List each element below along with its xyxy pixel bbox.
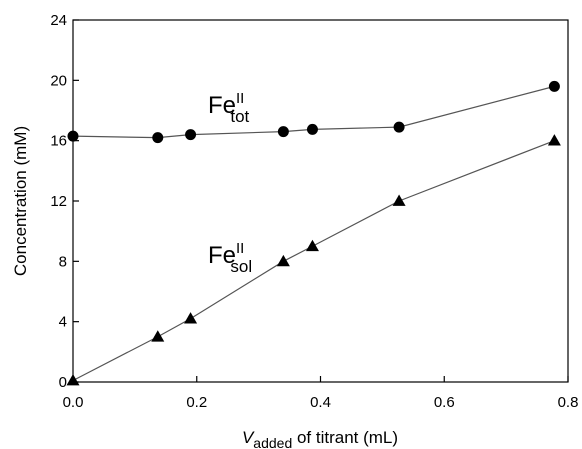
x-tick-label: 0.0 [63, 394, 84, 411]
x-axis-label-main: V [242, 428, 255, 447]
y-tick-label: 12 [50, 193, 67, 210]
x-tick-label: 0.6 [434, 394, 455, 411]
y-tick-label: 16 [50, 133, 67, 150]
series-label-fe-tot-sup: II [236, 90, 244, 107]
data-point-fe-sol [184, 312, 198, 324]
x-tick-label: 0.2 [186, 394, 207, 411]
data-point-fe-tot [277, 126, 289, 138]
y-tick-label: 24 [50, 12, 67, 29]
series-line-fe-sol [72, 140, 555, 382]
x-axis-label: Vadded of titrant (mL) [242, 428, 398, 449]
y-tick-label: 20 [50, 72, 67, 89]
series-label-fe-sol-sub: sol [230, 257, 252, 276]
x-axis-label-rest: of titrant (mL) [292, 428, 398, 447]
data-point-fe-tot [67, 130, 79, 142]
data-point-fe-tot [185, 129, 197, 141]
data-point-fe-sol [276, 254, 290, 267]
x-axis-label-sub: added [253, 435, 292, 449]
series-label-fe-tot-sub: tot [230, 107, 249, 126]
series-layer [66, 80, 561, 386]
y-axis-label: Concentration (mM) [11, 126, 30, 276]
data-point-fe-sol [547, 134, 561, 146]
y-tick-label: 8 [59, 253, 67, 270]
data-point-fe-tot [152, 132, 164, 144]
y-axis-ticks: 0 4 8 12 16 20 24 [50, 12, 79, 391]
plot-frame [72, 19, 569, 383]
series-label-fe-tot: FeII tot [208, 90, 250, 126]
y-tick-label: 0 [59, 374, 67, 391]
data-point-fe-sol [305, 239, 319, 252]
y-tick-label: 4 [59, 314, 67, 331]
data-point-fe-tot [548, 80, 560, 92]
x-tick-label: 0.4 [310, 394, 331, 411]
series-label-fe-sol: FeII sol [208, 240, 252, 276]
series-label-fe-sol-sup: II [236, 240, 244, 257]
series-label-fe-sol-main: Fe [208, 242, 236, 269]
data-point-fe-sol [66, 373, 80, 386]
data-point-fe-sol [392, 194, 406, 206]
data-point-fe-sol [151, 330, 165, 342]
data-point-fe-tot [306, 123, 318, 135]
x-axis-ticks: 0.0 0.2 0.4 0.6 0.8 [63, 376, 579, 411]
data-point-fe-tot [393, 121, 405, 133]
series-label-fe-tot-main: Fe [208, 92, 236, 119]
x-tick-label: 0.8 [558, 394, 579, 411]
